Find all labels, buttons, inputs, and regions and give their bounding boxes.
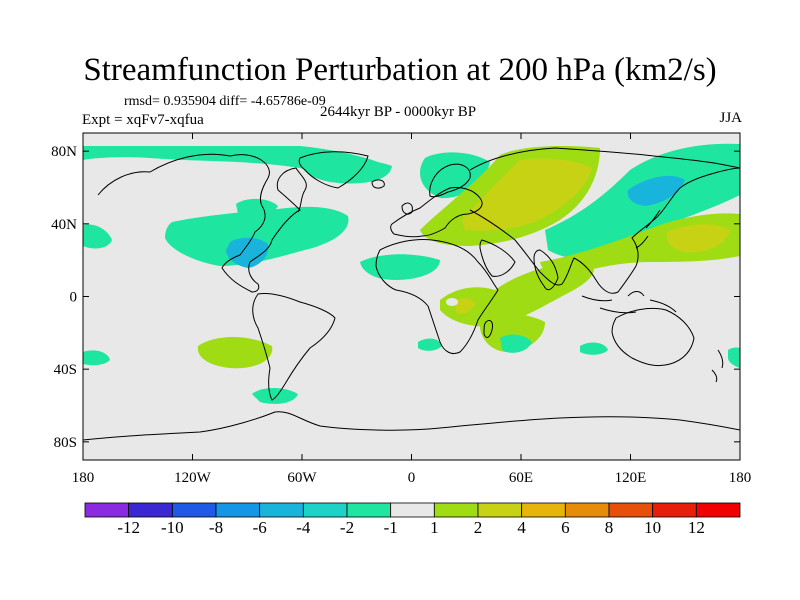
map-title: Streamfunction Perturbation at 200 hPa (… xyxy=(83,52,717,88)
x-tick-label: 0 xyxy=(408,470,416,486)
colorbar-label: 12 xyxy=(688,518,705,537)
coast-asia xyxy=(469,147,740,294)
coast-africa xyxy=(375,239,499,355)
colorbar-swatch xyxy=(564,502,610,518)
colorbar-swatch xyxy=(346,502,392,518)
y-tick-label: 0 xyxy=(70,290,78,306)
y-tick-label: 80N xyxy=(51,144,77,160)
colorbar-label: -2 xyxy=(340,518,354,537)
colorbar-swatch xyxy=(259,502,304,518)
coast-scandinavia xyxy=(429,163,471,198)
colorbar: -12 -10 -8 -6 -4 -2 -1 1 2 4 6 8 10 12 xyxy=(84,502,741,537)
coast-british-isles xyxy=(401,202,413,215)
colorbar-swatch xyxy=(521,502,566,518)
coast-madagascar xyxy=(483,319,493,338)
coast-india xyxy=(533,249,559,291)
colorbar-label: -8 xyxy=(209,518,223,537)
y-axis: 80N 40N 0 40S 80S xyxy=(51,144,740,451)
contour-region-south-indian-east xyxy=(580,342,608,355)
coast-arabia xyxy=(479,239,516,277)
contour-region-drake-passage xyxy=(252,388,298,404)
colorbar-label: -1 xyxy=(384,518,398,537)
contour-region-africa-indian xyxy=(440,262,594,327)
colorbar-label: 10 xyxy=(644,518,661,537)
contour-region-siberia-core xyxy=(627,175,685,206)
contour-region-south-atlantic-small xyxy=(418,338,442,351)
coast-south-america xyxy=(252,293,336,401)
colorbar-swatch xyxy=(302,502,348,518)
colorbar-label: -12 xyxy=(117,518,140,537)
contour-region-south-pacific-east xyxy=(728,347,740,368)
colorbar-swatch xyxy=(652,502,697,518)
coast-indonesia xyxy=(581,291,677,314)
contour-region-north-pacific-core xyxy=(666,224,730,253)
x-tick-label: 60E xyxy=(509,470,533,486)
colorbar-swatch xyxy=(695,502,741,518)
x-tick-label: 60W xyxy=(287,470,317,486)
contour-region-west-pacific-small xyxy=(83,224,112,249)
coastlines xyxy=(83,147,740,441)
coast-europe xyxy=(390,187,483,238)
contour-region-siberian-high-core xyxy=(462,158,592,231)
period-label: 2644kyr BP - 0000kyr BP xyxy=(320,104,477,120)
colorbar-label: -6 xyxy=(253,518,267,537)
contour-region-greenland xyxy=(300,158,392,184)
season-label: JJA xyxy=(719,110,742,126)
coast-new-zealand xyxy=(711,349,724,383)
contour-region-south-pacific-west xyxy=(83,350,110,366)
colorbar-swatch xyxy=(171,502,217,518)
contour-region-gulf-core xyxy=(226,237,269,268)
colorbar-swatch xyxy=(84,502,130,518)
contour-region-east-atlantic xyxy=(360,254,440,280)
x-tick-label: 120E xyxy=(615,470,647,486)
coast-japan xyxy=(635,209,661,249)
rmsd-diff-stats: rmsd= 0.935904 diff= -4.65786e-09 xyxy=(124,94,326,109)
coast-iceland xyxy=(371,179,385,189)
coast-antarctica xyxy=(83,411,740,441)
y-tick-label: 40S xyxy=(54,362,77,378)
contour-region-africa-core xyxy=(455,298,475,314)
colorbar-swatch xyxy=(215,502,261,518)
colorbar-swatch xyxy=(608,502,654,518)
colorbar-label: -10 xyxy=(161,518,184,537)
x-tick-label: 180 xyxy=(729,470,752,486)
x-axis: 180 120W 60W 0 60E 120E 180 xyxy=(72,133,752,486)
coast-north-america xyxy=(97,153,307,293)
experiment-label: Expt = xqFv7-xqfua xyxy=(82,112,204,128)
y-tick-label: 40N xyxy=(51,217,77,233)
colorbar-label: 6 xyxy=(561,518,570,537)
coast-australia xyxy=(611,307,695,367)
contour-region-north-atlantic xyxy=(165,206,349,266)
x-tick-label: 120W xyxy=(174,470,212,486)
contour-region-south-indian xyxy=(500,334,532,353)
coast-greenland xyxy=(298,151,369,189)
colorbar-swatch xyxy=(477,502,523,518)
colorbar-label: 8 xyxy=(605,518,614,537)
colorbar-swatch xyxy=(128,502,173,518)
x-tick-label: 180 xyxy=(72,470,95,486)
colorbar-label: 1 xyxy=(430,518,439,537)
colorbar-label: 4 xyxy=(517,518,526,537)
y-tick-label: 80S xyxy=(54,435,77,451)
colorbar-swatch xyxy=(433,502,479,518)
colorbar-label: -4 xyxy=(296,518,311,537)
colorbar-label: 2 xyxy=(474,518,483,537)
contour-region-southeast-pacific xyxy=(197,337,273,369)
colorbar-swatch xyxy=(390,502,435,518)
contour-region-small-white xyxy=(446,298,458,306)
